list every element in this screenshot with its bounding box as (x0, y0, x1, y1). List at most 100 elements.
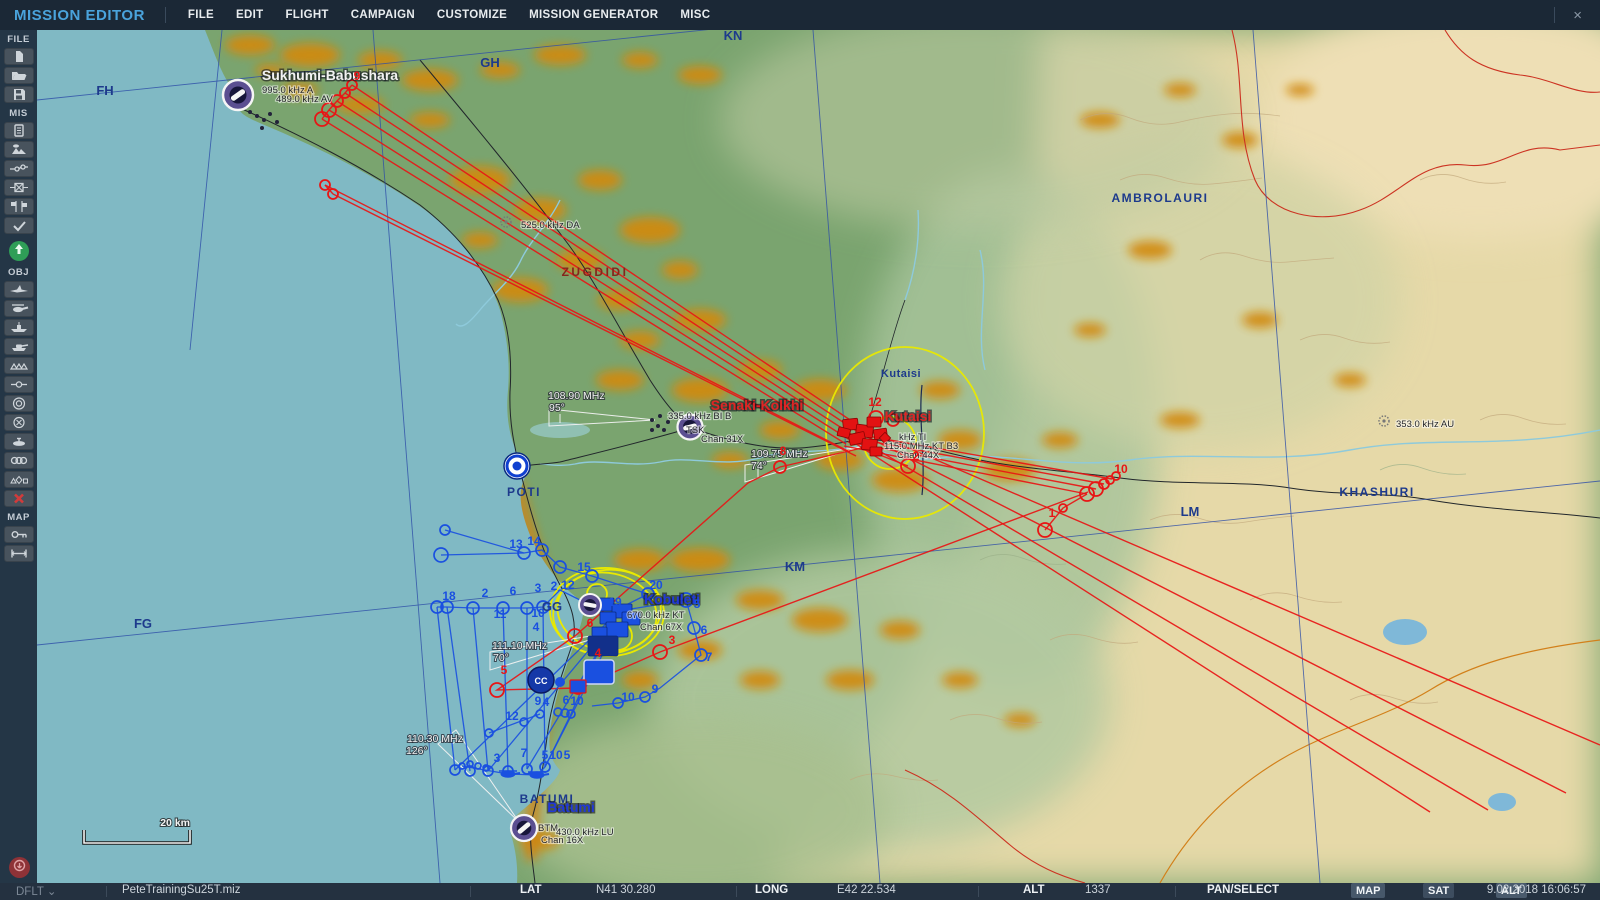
menu-campaign[interactable]: CAMPAIGN (350, 9, 415, 21)
flags-button[interactable] (3, 198, 34, 215)
red-waypoint[interactable] (1058, 503, 1068, 513)
red-waypoint[interactable] (1111, 471, 1121, 481)
airport-icon-senaki[interactable] (676, 413, 704, 441)
red-waypoint[interactable] (339, 87, 351, 99)
blue-helicopter-icons[interactable] (499, 770, 550, 779)
add-static-button[interactable] (3, 357, 34, 374)
blue-waypoint[interactable] (482, 764, 490, 772)
blue-waypoint[interactable] (517, 546, 531, 560)
save-mission-button[interactable] (3, 86, 34, 103)
sat-view-button[interactable]: SAT (1423, 883, 1455, 898)
blue-waypoint-number: 10 (549, 748, 563, 762)
blue-waypoint-number: 7 (521, 746, 528, 760)
add-drawing-button[interactable] (3, 471, 34, 488)
red-waypoint[interactable] (900, 458, 916, 474)
airport-icon-kobuleti[interactable] (578, 593, 602, 617)
blue-waypoint[interactable] (433, 547, 449, 563)
add-route-point-button[interactable] (3, 376, 34, 393)
blue-waypoint[interactable] (560, 708, 570, 718)
red-waypoint[interactable] (652, 644, 668, 660)
blue-waypoint[interactable] (520, 601, 534, 615)
fly-mission-button[interactable] (8, 241, 29, 261)
open-mission-button[interactable] (3, 67, 34, 84)
add-helicopter-button[interactable] (3, 300, 34, 317)
exit-button[interactable] (9, 857, 30, 878)
blue-waypoint[interactable] (430, 600, 444, 614)
menu-misc[interactable]: MISC (680, 9, 711, 21)
map-view-button[interactable]: MAP (1351, 883, 1386, 898)
menu-flight[interactable]: FLIGHT (285, 9, 329, 21)
port-icon-poti[interactable] (503, 452, 531, 480)
blue-waypoint[interactable] (521, 763, 533, 775)
menu-edit[interactable]: EDIT (236, 9, 264, 21)
validate-button[interactable] (3, 217, 34, 234)
menu-mission-generator[interactable]: MISSION GENERATOR (529, 9, 659, 21)
blue-waypoint[interactable] (439, 524, 451, 536)
route-point-icon (8, 377, 30, 392)
red-waypoint[interactable] (1037, 522, 1053, 538)
red-waypoint[interactable] (489, 682, 505, 698)
red-units-kutaisi[interactable] (836, 416, 892, 457)
weather-button[interactable] (3, 141, 34, 158)
new-mission-button[interactable] (3, 48, 34, 65)
red-waypoint[interactable] (346, 79, 358, 91)
briefing-button[interactable] (3, 122, 34, 139)
red-waypoint[interactable] (319, 179, 331, 191)
blue-waypoint[interactable] (458, 762, 466, 770)
generator-button[interactable] (3, 179, 34, 196)
profile-selector[interactable]: DFLT ⌄ (16, 886, 57, 898)
menu-file[interactable]: FILE (187, 9, 215, 21)
blue-waypoint[interactable] (519, 717, 529, 727)
airport-icon-batumi[interactable] (509, 813, 539, 843)
red-waypoint[interactable] (330, 94, 344, 108)
blue-waypoint[interactable] (639, 691, 651, 703)
blue-unit-group[interactable] (583, 659, 615, 685)
blue-waypoint[interactable] (585, 569, 599, 583)
red-waypoint[interactable] (773, 460, 787, 474)
red-waypoint[interactable] (314, 111, 330, 127)
airport-icon-sukhumi[interactable] (221, 78, 255, 112)
blue-waypoint[interactable] (678, 592, 694, 608)
add-point-button[interactable] (3, 414, 34, 431)
blue-waypoint[interactable] (466, 601, 480, 615)
alt-view-button[interactable]: ALT (1496, 883, 1527, 898)
add-airplane-button[interactable] (3, 281, 34, 298)
blue-waypoint[interactable] (612, 697, 624, 709)
measure-distance-button[interactable] (3, 545, 34, 562)
blue-waypoint[interactable] (694, 648, 708, 662)
add-submarine-button[interactable] (3, 433, 34, 450)
blue-waypoint-number: 15 (577, 560, 591, 574)
blue-waypoint[interactable] (536, 600, 550, 614)
delete-button[interactable] (3, 490, 34, 507)
blue-waypoint[interactable] (449, 764, 461, 776)
blue-waypoint[interactable] (687, 621, 701, 635)
command-center-icon[interactable]: CC (527, 666, 565, 694)
close-icon[interactable]: × (1573, 6, 1582, 24)
triggers-button[interactable] (3, 160, 34, 177)
blue-waypoint[interactable] (553, 560, 567, 574)
add-ship-button[interactable] (3, 319, 34, 336)
map-canvas[interactable]: CC 20 km (37, 30, 1600, 883)
add-trigger-zone-button[interactable] (3, 395, 34, 412)
blue-waypoint[interactable] (535, 709, 545, 719)
add-template-button[interactable] (3, 452, 34, 469)
red-waypoint[interactable] (1079, 486, 1095, 502)
map-options-button[interactable] (3, 526, 34, 543)
red-waypoint[interactable] (327, 188, 339, 200)
red-waypoint[interactable] (567, 628, 583, 644)
blue-waypoint[interactable] (553, 707, 563, 717)
blue-waypoint[interactable] (466, 760, 474, 768)
red-waypoint[interactable] (886, 413, 900, 427)
blue-waypoint[interactable] (464, 765, 476, 777)
blue-waypoint[interactable] (474, 762, 482, 770)
blue-waypoint-number: 11 (494, 607, 507, 621)
blue-waypoint[interactable] (484, 728, 494, 738)
add-vehicle-button[interactable] (3, 338, 34, 355)
menu-customize[interactable]: CUSTOMIZE (436, 9, 508, 21)
blue-waypoint[interactable] (440, 600, 454, 614)
blue-waypoint[interactable] (496, 601, 510, 615)
ruler-icon (8, 546, 30, 561)
blue-waypoint[interactable] (566, 709, 576, 719)
blue-waypoint[interactable] (641, 587, 655, 601)
blue-waypoint[interactable] (535, 543, 549, 557)
